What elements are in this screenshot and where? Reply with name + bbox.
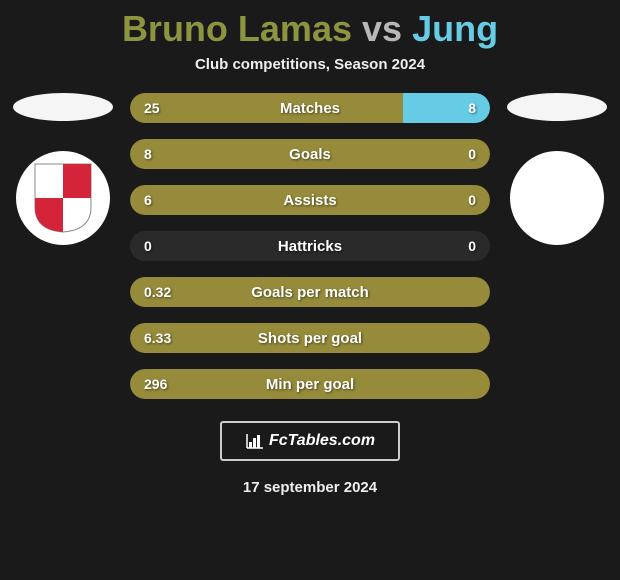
stat-row: 6.33Shots per goal bbox=[130, 323, 490, 353]
stat-value-right: 0 bbox=[468, 238, 476, 254]
stat-row: 296Min per goal bbox=[130, 369, 490, 399]
stat-label: Goals per match bbox=[130, 284, 490, 301]
stat-row: 6Assists0 bbox=[130, 185, 490, 215]
club-badge-right: G bbox=[510, 151, 604, 245]
chart-icon bbox=[245, 432, 265, 450]
stat-label: Matches bbox=[130, 100, 490, 117]
stat-label: Hattricks bbox=[130, 238, 490, 255]
stat-row: 25Matches8 bbox=[130, 93, 490, 123]
comparison-title: Bruno Lamas vs Jung bbox=[0, 0, 620, 56]
stat-row: 0Hattricks0 bbox=[130, 231, 490, 261]
stat-row: 8Goals0 bbox=[130, 139, 490, 169]
left-column bbox=[8, 93, 118, 245]
right-column: G bbox=[502, 93, 612, 245]
player2-name: Jung bbox=[412, 8, 498, 49]
shield-icon bbox=[33, 162, 93, 234]
site-name: FcTables.com bbox=[269, 432, 375, 450]
stat-value-right: 0 bbox=[468, 192, 476, 208]
stat-label: Min per goal bbox=[130, 376, 490, 393]
player1-silhouette bbox=[13, 93, 113, 121]
main-layout: 25Matches88Goals06Assists00Hattricks00.3… bbox=[0, 93, 620, 399]
stats-column: 25Matches88Goals06Assists00Hattricks00.3… bbox=[118, 93, 502, 399]
site-logo[interactable]: FcTables.com bbox=[220, 421, 400, 461]
stat-value-right: 0 bbox=[468, 146, 476, 162]
stat-row: 0.32Goals per match bbox=[130, 277, 490, 307]
club-badge-left bbox=[16, 151, 110, 245]
player2-silhouette bbox=[507, 93, 607, 121]
vs-text: vs bbox=[362, 8, 402, 49]
player1-name: Bruno Lamas bbox=[122, 8, 352, 49]
stat-label: Assists bbox=[130, 192, 490, 209]
stat-label: Shots per goal bbox=[130, 330, 490, 347]
stat-label: Goals bbox=[130, 146, 490, 163]
date-text: 17 september 2024 bbox=[0, 479, 620, 496]
subtitle: Club competitions, Season 2024 bbox=[0, 56, 620, 73]
stat-value-right: 8 bbox=[468, 100, 476, 116]
